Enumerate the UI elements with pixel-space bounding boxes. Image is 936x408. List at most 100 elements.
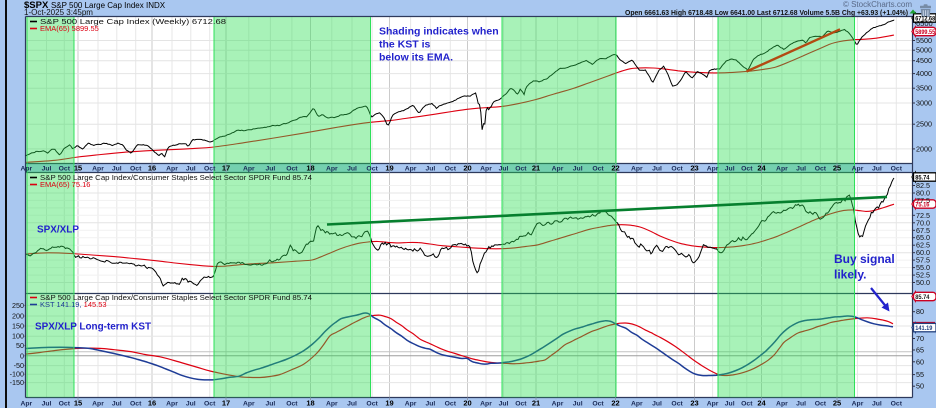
- svg-text:Jul: Jul: [499, 401, 509, 408]
- svg-text:24: 24: [757, 164, 766, 173]
- svg-text:likely.: likely.: [834, 268, 866, 282]
- svg-text:Apr: Apr: [480, 166, 492, 173]
- svg-text:Oct: Oct: [204, 166, 216, 173]
- svg-text:Apr: Apr: [166, 166, 178, 173]
- svg-text:100: 100: [12, 332, 24, 341]
- svg-text:$SPX S&P 500 Large Cap Index I: $SPX S&P 500 Large Cap Index INDX: [24, 0, 166, 11]
- svg-text:Jul: Jul: [347, 401, 357, 408]
- svg-text:200: 200: [12, 312, 24, 321]
- svg-text:Apr: Apr: [326, 401, 338, 408]
- svg-text:19: 19: [385, 399, 393, 408]
- svg-text:Apr: Apr: [20, 401, 32, 408]
- svg-text:Apr: Apr: [707, 401, 719, 408]
- svg-text:80.0: 80.0: [916, 189, 930, 198]
- svg-text:67.5: 67.5: [916, 226, 930, 235]
- svg-text:S&P 500 Large Cap Index (Weekl: S&P 500 Large Cap Index (Weekly) 6712.68: [40, 17, 226, 26]
- svg-text:65.0: 65.0: [916, 233, 930, 242]
- svg-text:25: 25: [833, 164, 841, 173]
- svg-text:Jul: Jul: [725, 166, 735, 173]
- svg-text:Oct: Oct: [59, 166, 71, 173]
- svg-text:4500: 4500: [916, 56, 932, 65]
- svg-text:18: 18: [306, 399, 314, 408]
- svg-text:EMA(65) 5899.55: EMA(65) 5899.55: [40, 24, 99, 33]
- svg-text:15: 15: [74, 399, 82, 408]
- svg-text:Jul: Jul: [652, 166, 662, 173]
- svg-text:Apr: Apr: [776, 401, 788, 408]
- svg-text:5000: 5000: [916, 46, 932, 55]
- svg-text:Apr: Apr: [405, 401, 417, 408]
- svg-text:2500: 2500: [916, 120, 932, 129]
- svg-text:Apr: Apr: [243, 166, 255, 173]
- svg-text:Apr: Apr: [166, 401, 178, 408]
- svg-text:Apr: Apr: [776, 166, 788, 173]
- svg-text:Open 6661.63 High 6718.48 Low: Open 6661.63 High 6718.48 Low 6641.00 La…: [625, 8, 908, 17]
- svg-text:Jul: Jul: [499, 166, 509, 173]
- svg-text:50: 50: [16, 341, 24, 350]
- svg-text:Oct: Oct: [204, 401, 216, 408]
- svg-text:Oct: Oct: [445, 166, 457, 173]
- svg-text:Oct: Oct: [891, 166, 903, 173]
- svg-text:5899.55: 5899.55: [915, 29, 935, 36]
- svg-text:Oct: Oct: [515, 401, 527, 408]
- svg-text:Oct: Oct: [130, 166, 142, 173]
- svg-text:24: 24: [757, 399, 766, 408]
- svg-text:55.0: 55.0: [916, 263, 930, 272]
- svg-text:50.0: 50.0: [916, 278, 930, 287]
- svg-text:Jul: Jul: [796, 401, 806, 408]
- svg-text:Oct: Oct: [671, 166, 683, 173]
- svg-text:SPX/XLP: SPX/XLP: [37, 224, 79, 236]
- svg-text:20: 20: [463, 399, 471, 408]
- svg-text:75.16: 75.16: [915, 202, 929, 209]
- svg-text:5500: 5500: [916, 36, 932, 45]
- svg-text:17: 17: [222, 164, 230, 173]
- svg-text:82.5: 82.5: [916, 181, 930, 190]
- svg-text:2000: 2000: [916, 144, 932, 153]
- svg-text:Oct: Oct: [445, 401, 457, 408]
- svg-text:-150: -150: [10, 378, 24, 387]
- svg-text:KST 141.19, 145.53: KST 141.19, 145.53: [40, 300, 107, 309]
- svg-text:Oct: Oct: [286, 166, 298, 173]
- svg-text:Jul: Jul: [425, 166, 435, 173]
- svg-text:Oct: Oct: [515, 166, 527, 173]
- svg-text:85.74: 85.74: [915, 294, 929, 301]
- svg-text:S&P 500 Large Cap Index/Consum: S&P 500 Large Cap Index/Consumer Staples…: [40, 173, 312, 182]
- svg-text:3000: 3000: [916, 99, 932, 108]
- svg-text:22: 22: [611, 399, 619, 408]
- svg-text:Oct: Oct: [671, 401, 683, 408]
- svg-text:Shading indicates when: Shading indicates when: [379, 26, 499, 38]
- svg-text:below its EMA.: below its EMA.: [379, 52, 453, 64]
- svg-text:16: 16: [148, 164, 156, 173]
- svg-text:Jul: Jul: [112, 401, 122, 408]
- svg-text:Buy signal: Buy signal: [834, 252, 895, 266]
- svg-text:25: 25: [833, 399, 841, 408]
- svg-text:6500: 6500: [916, 19, 933, 28]
- svg-text:60: 60: [916, 357, 924, 366]
- svg-text:23: 23: [690, 399, 698, 408]
- svg-text:Jul: Jul: [425, 401, 435, 408]
- svg-text:Oct: Oct: [366, 166, 378, 173]
- svg-text:0: 0: [20, 351, 24, 360]
- svg-text:Apr: Apr: [631, 166, 643, 173]
- svg-text:57.5: 57.5: [916, 256, 930, 265]
- svg-text:50: 50: [916, 382, 924, 391]
- svg-text:-100: -100: [10, 370, 24, 379]
- svg-text:Apr: Apr: [552, 401, 564, 408]
- svg-text:60.0: 60.0: [916, 248, 930, 257]
- svg-text:Oct: Oct: [592, 401, 604, 408]
- svg-text:Jul: Jul: [573, 166, 583, 173]
- svg-text:Oct: Oct: [741, 401, 753, 408]
- svg-text:21: 21: [532, 164, 540, 173]
- svg-text:72.5: 72.5: [916, 211, 930, 220]
- svg-text:1-Oct-2025 3:45pm: 1-Oct-2025 3:45pm: [24, 8, 93, 17]
- svg-text:Oct: Oct: [130, 401, 142, 408]
- svg-text:18: 18: [306, 164, 314, 173]
- svg-text:Jul: Jul: [186, 166, 196, 173]
- svg-text:Jul: Jul: [265, 401, 275, 408]
- svg-text:-50: -50: [14, 361, 24, 370]
- svg-text:© StockCharts.com: © StockCharts.com: [843, 0, 912, 9]
- svg-text:Apr: Apr: [405, 166, 417, 173]
- svg-text:Apr: Apr: [707, 166, 719, 173]
- svg-text:141.19: 141.19: [915, 325, 932, 332]
- svg-text:Oct: Oct: [286, 401, 298, 408]
- svg-text:80: 80: [916, 307, 924, 316]
